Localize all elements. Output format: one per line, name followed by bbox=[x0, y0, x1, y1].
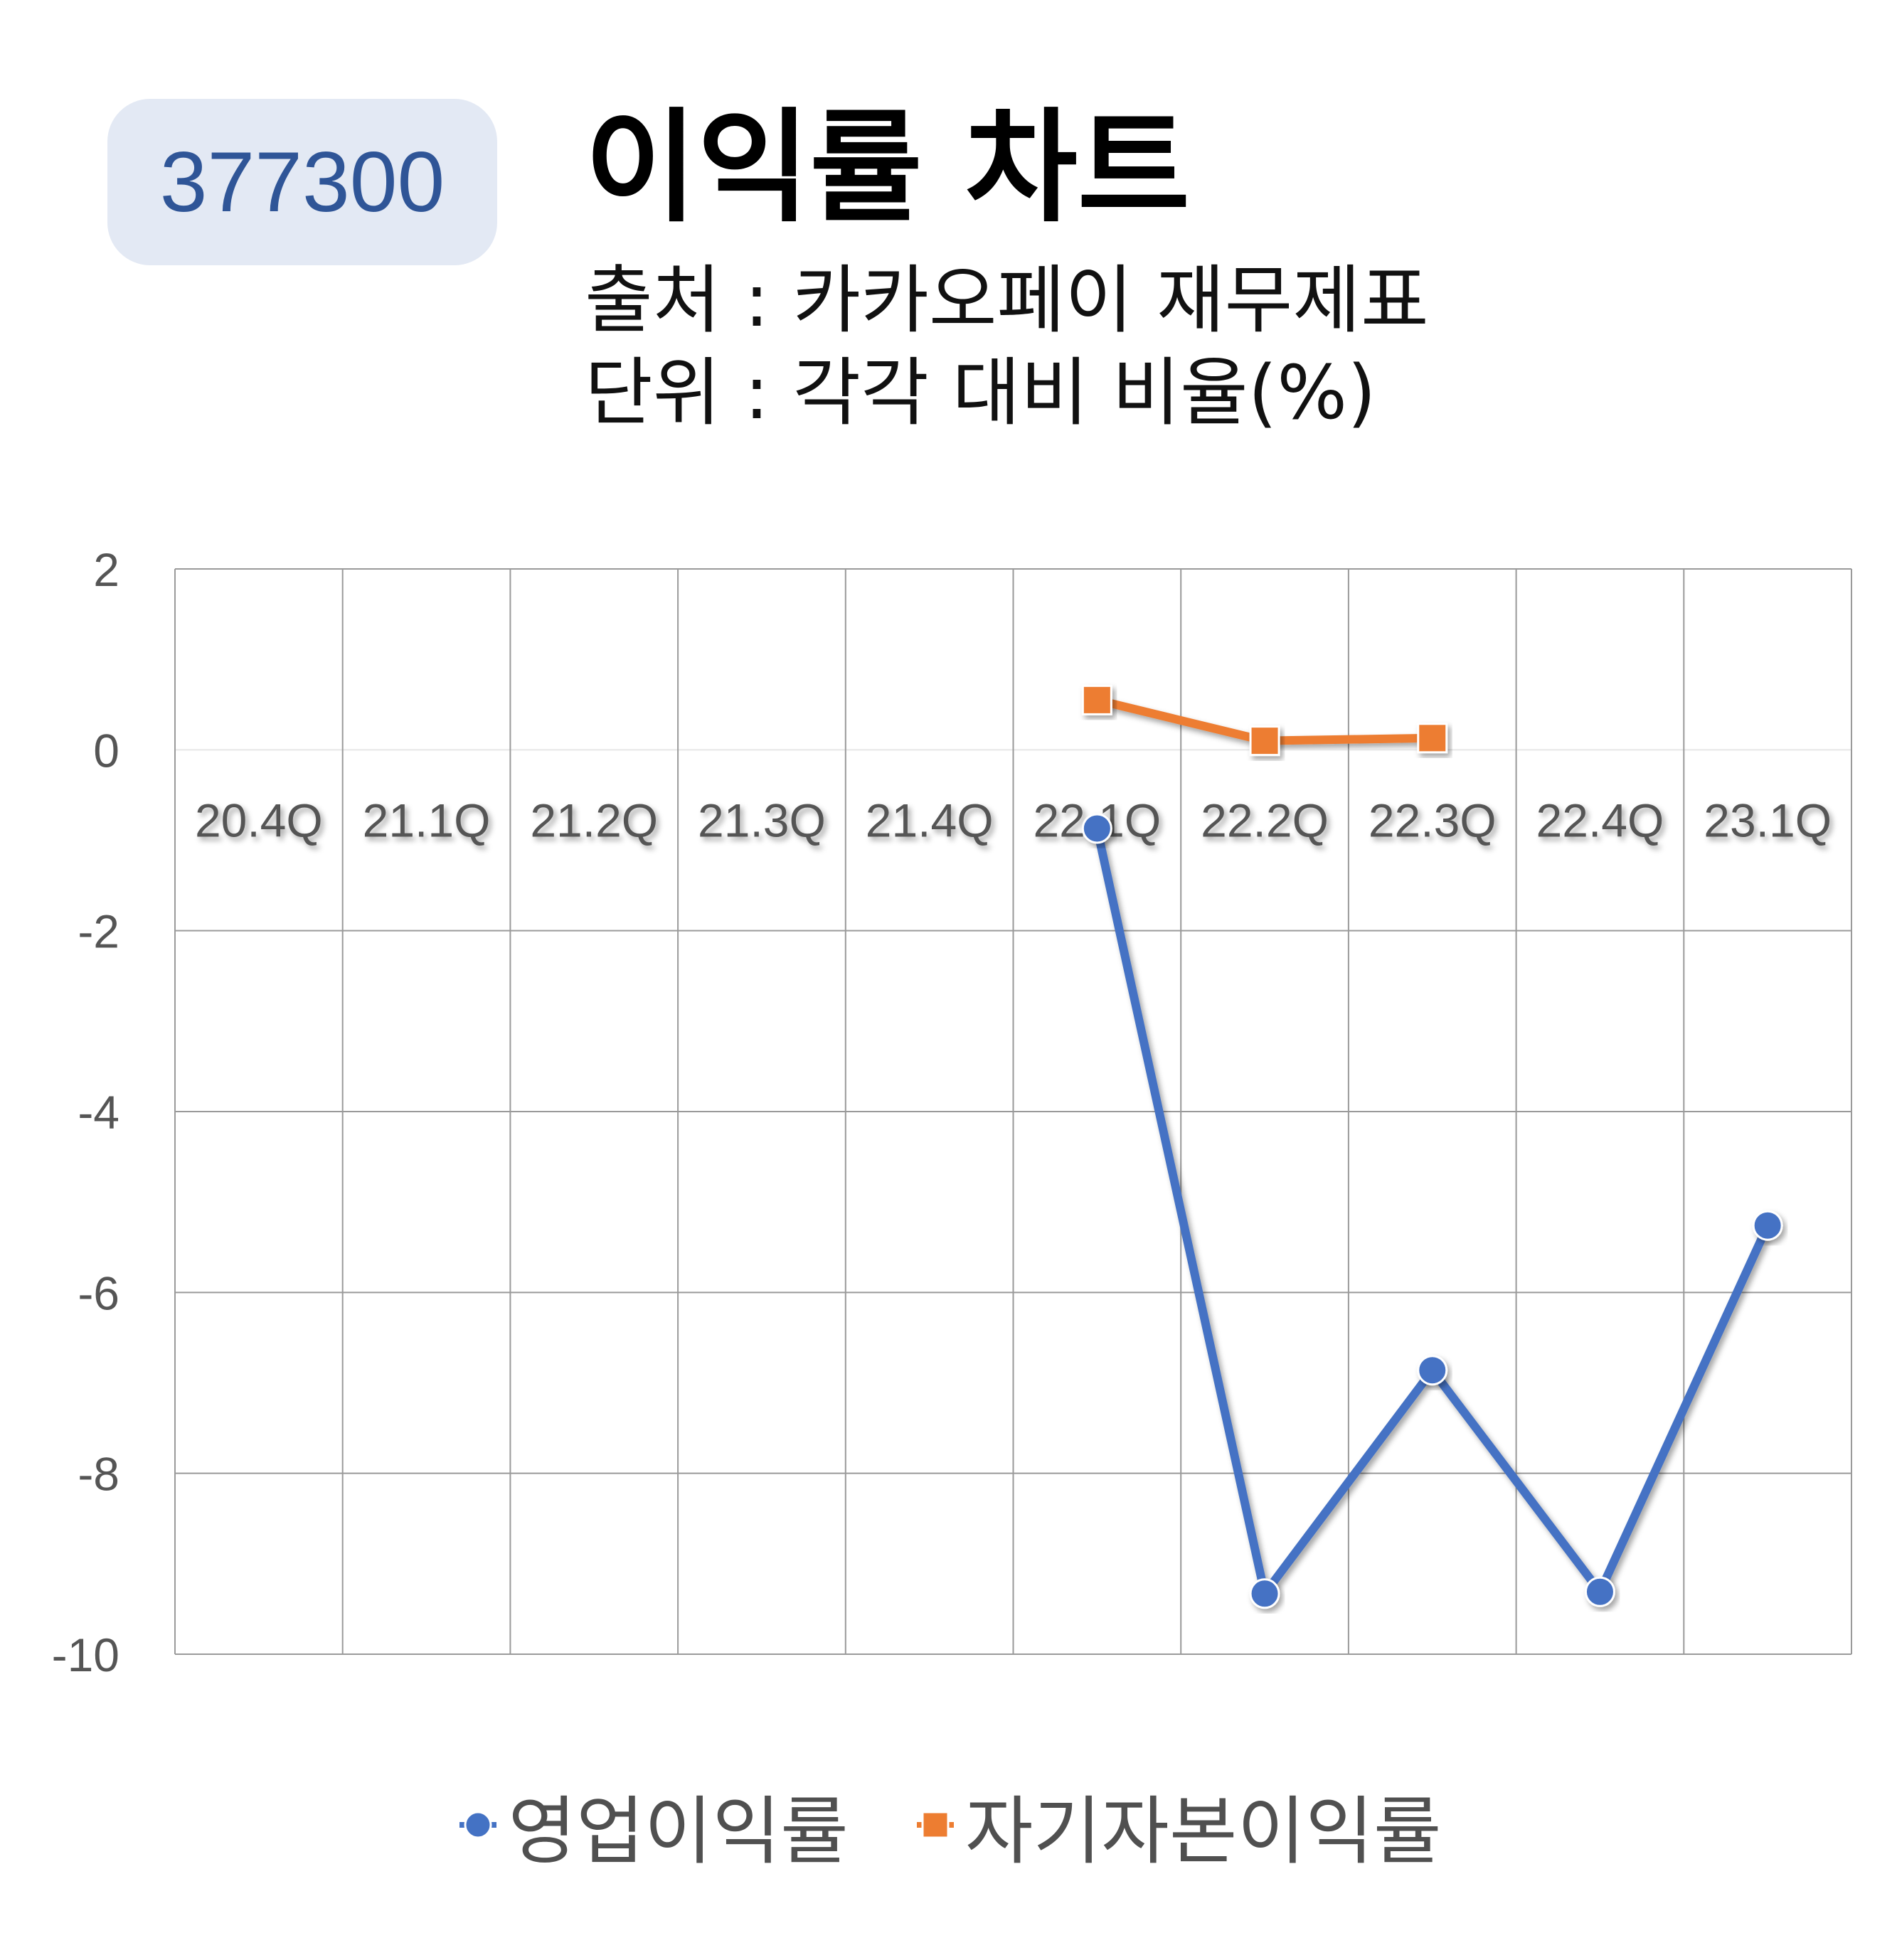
y-tick-label: -2 bbox=[78, 905, 119, 958]
source-note: 출처 : 카카오페이 재무제표 bbox=[585, 257, 1429, 343]
data-point-square bbox=[1249, 725, 1280, 757]
data-point-circle bbox=[1584, 1576, 1615, 1607]
line-chart: 2 0 -2 -4 -6 -8 -10 20.4Q 21.1Q 21.2Q 21.3Q 21.4Q 22… bbox=[52, 543, 1852, 1681]
y-tick-label: -4 bbox=[78, 1086, 119, 1139]
x-tick-label: 22.3Q bbox=[1369, 794, 1497, 846]
y-tick-label: -6 bbox=[78, 1267, 119, 1319]
x-tick-label: 21.1Q bbox=[363, 794, 491, 846]
unit-note: 단위 : 각각 대비 비율(%) bbox=[585, 349, 1376, 436]
legend-square-marker-icon bbox=[916, 1811, 954, 1838]
y-tick-label: -10 bbox=[52, 1629, 119, 1681]
x-tick-label: 21.3Q bbox=[698, 794, 826, 846]
legend: 영업이익률 자기자본이익률 bbox=[0, 1771, 1897, 1878]
y-tick-label: -8 bbox=[78, 1448, 119, 1501]
y-tick-label: 0 bbox=[93, 724, 119, 777]
data-point-circle bbox=[1752, 1210, 1783, 1241]
legend-item-roe: 자기자본이익률 bbox=[913, 1771, 1442, 1878]
series-line-0 bbox=[1093, 827, 1772, 1598]
legend-item-operating-margin: 영업이익률 bbox=[455, 1771, 849, 1878]
x-tick-label: 22.2Q bbox=[1201, 794, 1329, 846]
chart-title: 이익률 차트 bbox=[585, 96, 1191, 239]
x-tick-label: 21.2Q bbox=[530, 794, 658, 846]
stock-code-badge: 377300 bbox=[107, 99, 497, 265]
stock-code: 377300 bbox=[159, 134, 445, 230]
x-tick-label: 22.4Q bbox=[1536, 794, 1664, 846]
data-point-square bbox=[1081, 684, 1112, 715]
y-tick-label: 2 bbox=[93, 543, 119, 596]
x-tick-label: 21.4Q bbox=[866, 794, 994, 846]
data-point-circle bbox=[1249, 1578, 1280, 1609]
legend-label-operating-margin: 영업이익률 bbox=[508, 1788, 849, 1875]
legend-label-roe: 자기자본이익률 bbox=[965, 1788, 1442, 1875]
x-tick-label: 23.1Q bbox=[1704, 794, 1832, 846]
data-point-square bbox=[1417, 723, 1448, 754]
legend-circle-marker-icon bbox=[459, 1811, 497, 1838]
x-tick-label: 20.4Q bbox=[195, 794, 323, 846]
data-point-circle bbox=[1081, 813, 1112, 844]
data-point-circle bbox=[1417, 1355, 1448, 1386]
